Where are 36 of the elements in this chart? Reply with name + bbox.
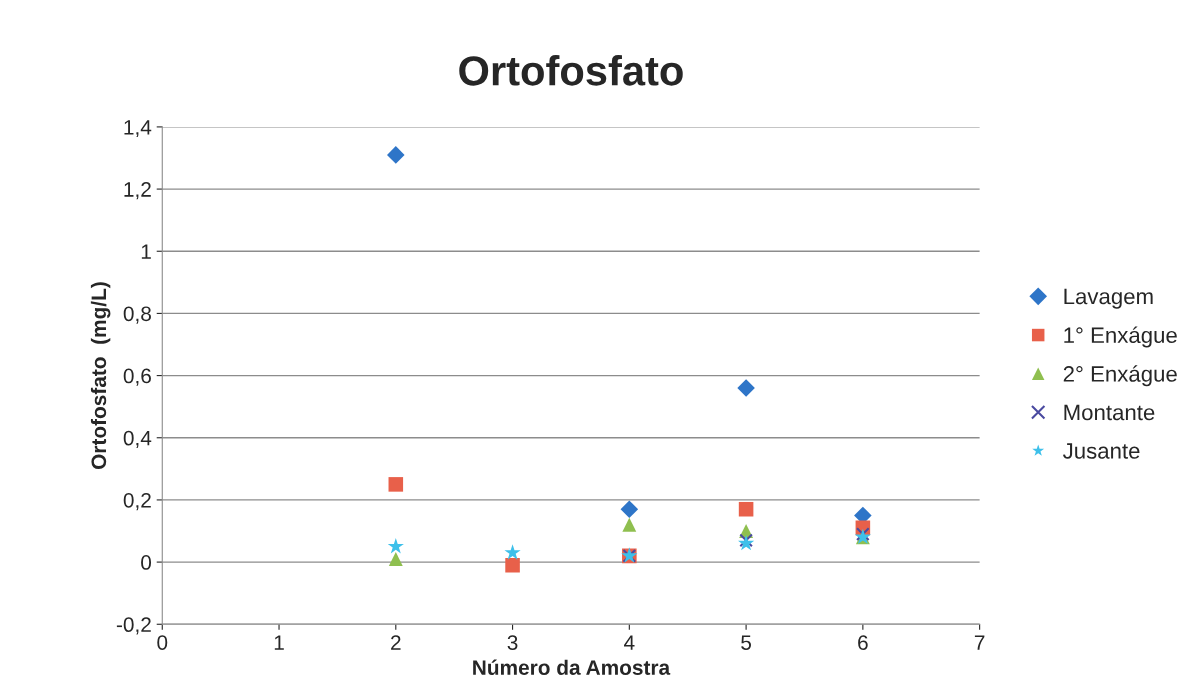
x-tick-label: 4 [624, 635, 635, 650]
point [620, 500, 639, 519]
y-tick-label: 0,2 [123, 492, 151, 511]
x-tick-label: 7 [974, 635, 985, 650]
legend-label: Lavagem [1064, 288, 1153, 309]
y-tick-label: 0,4 [123, 430, 152, 448]
point [504, 544, 521, 560]
legend-label: 2° Enxágue [1063, 365, 1177, 387]
point [388, 477, 404, 492]
x-tick-label: 2 [391, 635, 401, 650]
x-tick-label: 3 [507, 635, 518, 650]
legend-label: Montante [1064, 404, 1155, 421]
y-tick-label: 1,2 [124, 182, 151, 200]
x-tick-label: 5 [741, 635, 752, 650]
point [505, 557, 520, 573]
point [738, 501, 754, 517]
legend-label: 1° Enxágue [1064, 326, 1177, 348]
x-tick-label: 6 [858, 635, 868, 650]
y-axis-title: Ortofosfato (mg/L) [90, 282, 111, 470]
chart-title: Ortofosfato [459, 55, 683, 86]
point [622, 517, 637, 532]
point [737, 379, 755, 397]
point [387, 538, 404, 554]
x-tick-label: 1 [274, 635, 284, 650]
y-tick-label: 0,8 [123, 306, 151, 324]
y-tick-label: 1,4 [124, 120, 152, 138]
y-tick-label: 0 [141, 555, 152, 570]
point [388, 552, 403, 566]
y-tick-label: -0,2 [116, 617, 151, 635]
point [856, 527, 870, 541]
point [387, 146, 405, 164]
x-axis-title: Número da Amostra [473, 659, 671, 675]
y-tick-label: 0,6 [123, 368, 151, 386]
x-tick-label: 0 [157, 635, 168, 650]
legend-label: Jusante [1062, 443, 1140, 459]
y-tick-label: 1 [141, 244, 151, 259]
